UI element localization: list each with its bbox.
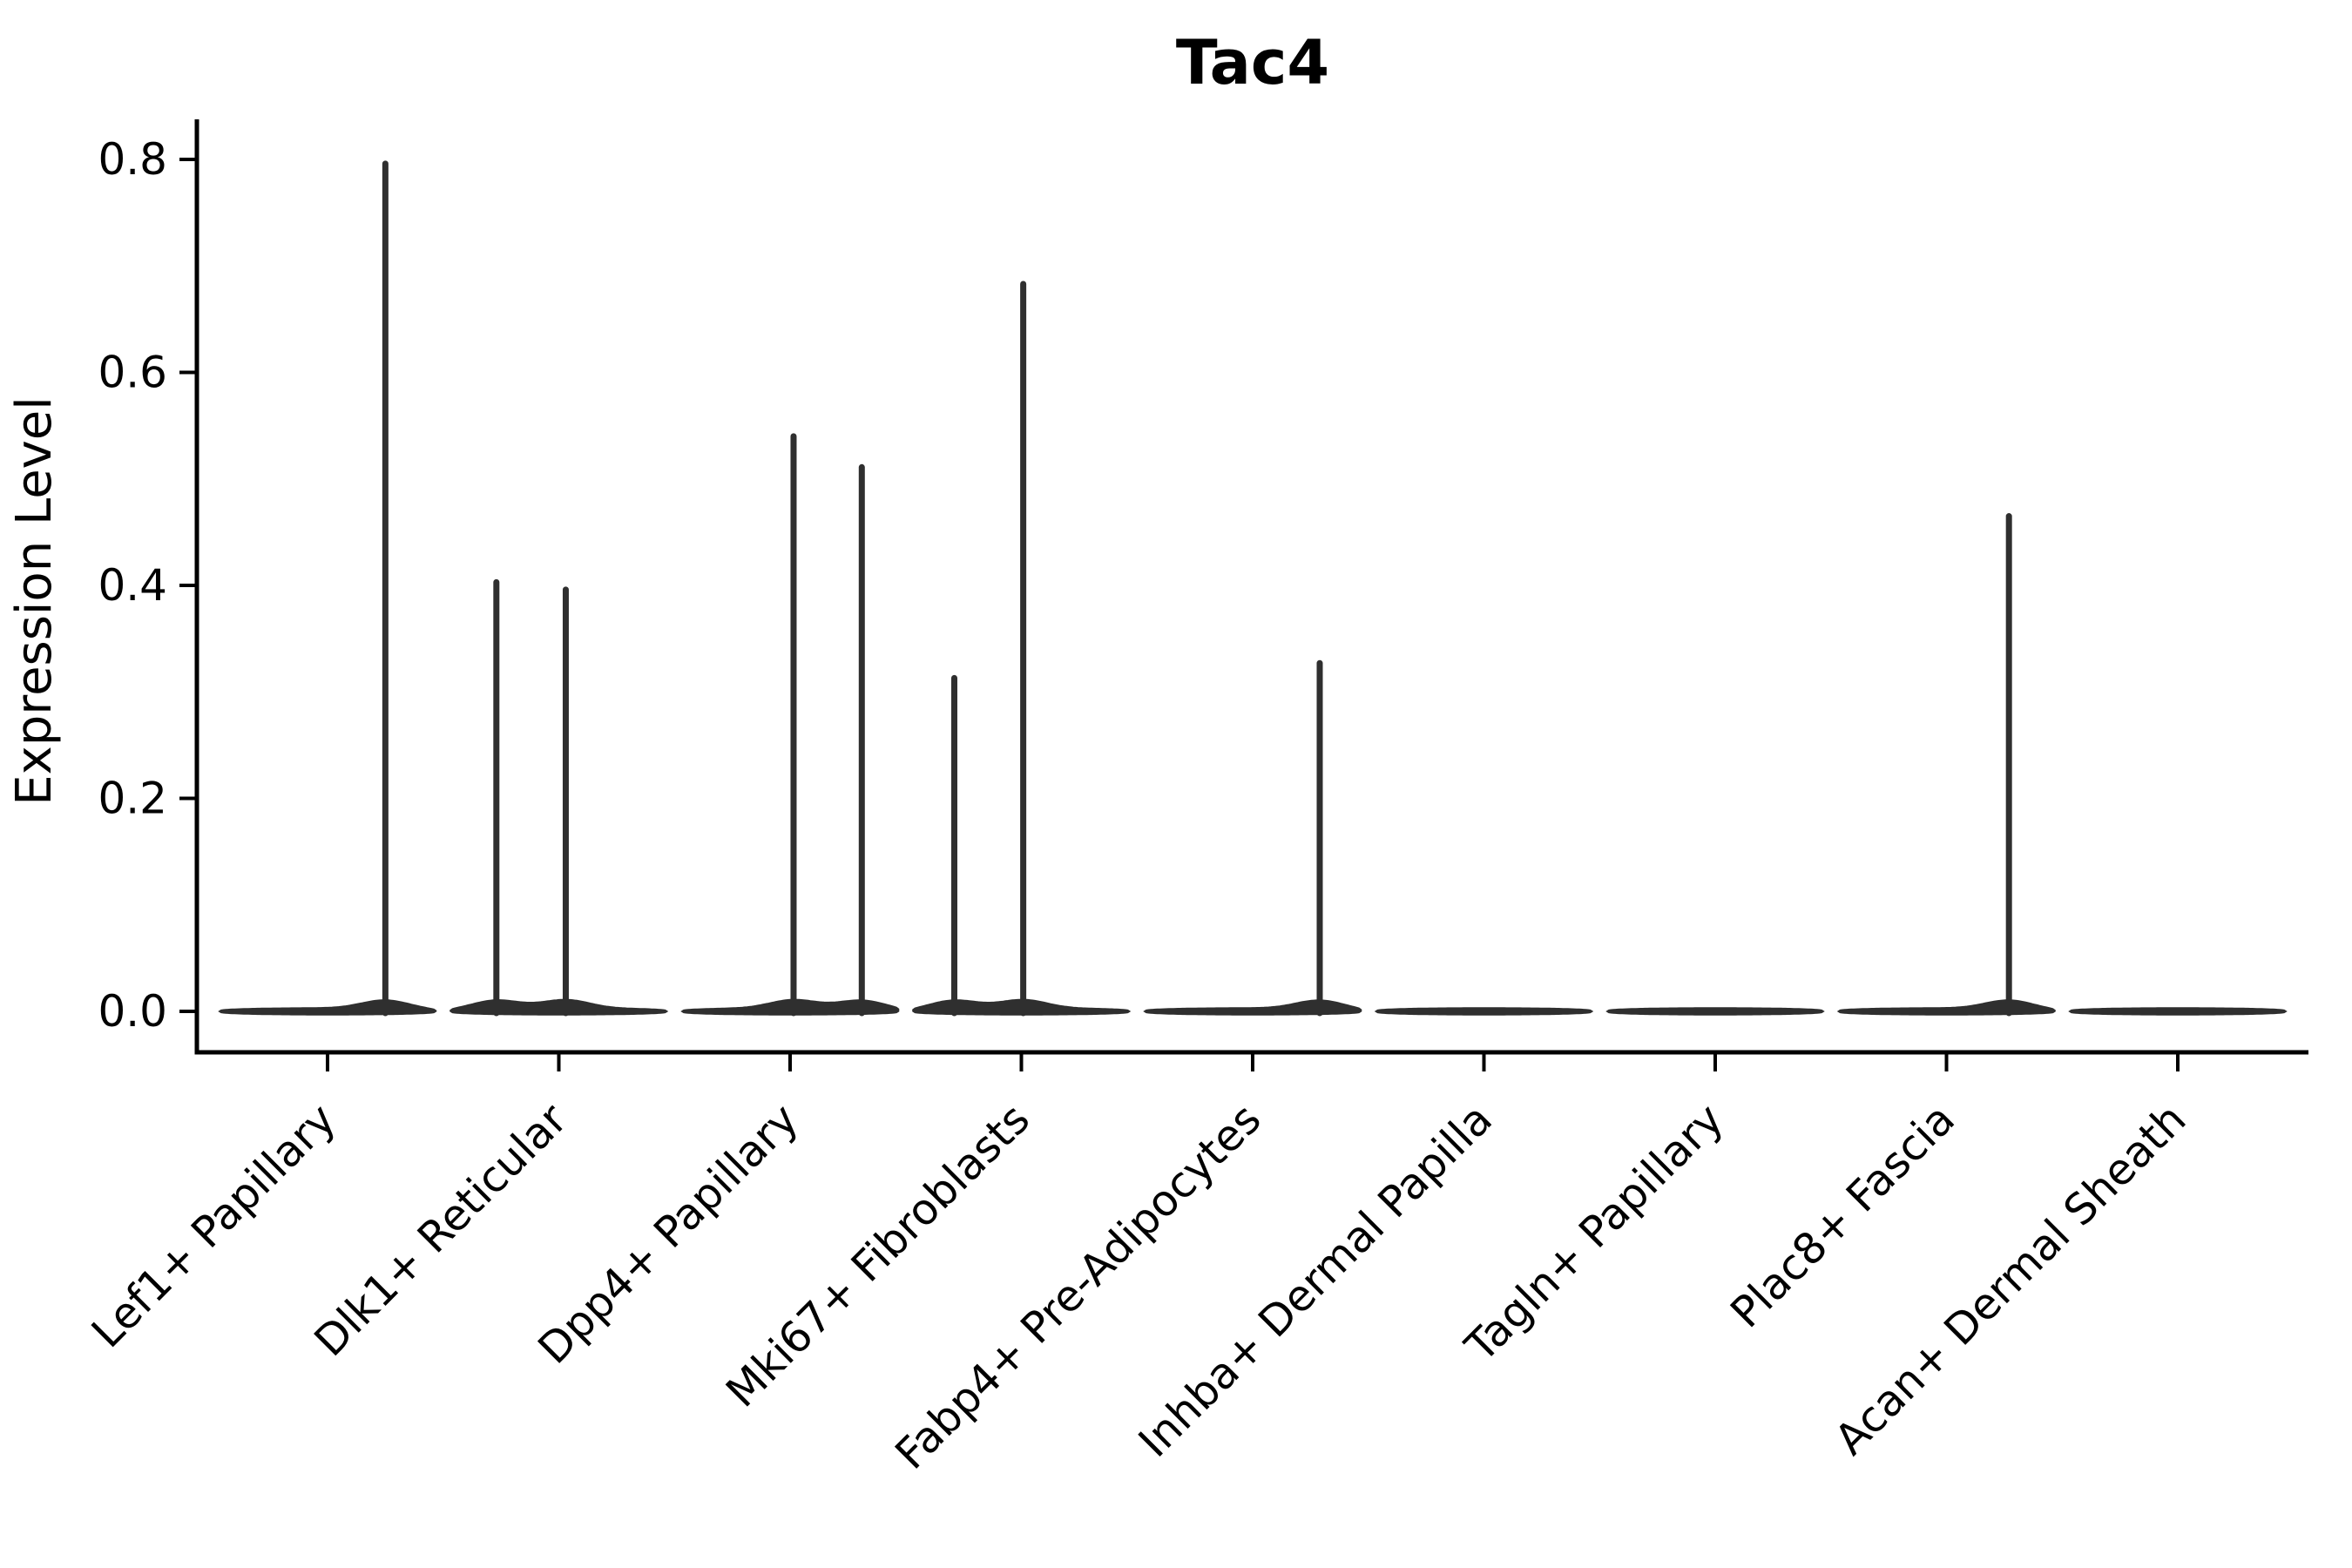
violin-body [680,998,900,1016]
violin-body [912,998,1132,1016]
y-axis-label: Expression Level [6,396,63,806]
x-tick-label: Plac8+ Fascia [1721,1094,1964,1337]
y-tick-label: 0.2 [98,774,167,824]
x-tick-label: Dlk1+ Reticular [305,1094,578,1367]
y-tick-label: 0.4 [98,560,167,611]
violin-body [449,998,669,1016]
x-tick-label: Tagln+ Papillary [1456,1094,1734,1372]
violin-body [218,999,437,1016]
y-tick-label: 0.8 [98,134,167,185]
x-tick-label: Fabp4+ Pre-Adipocytes [886,1094,1271,1479]
violin-body [1374,1007,1594,1016]
chart-title: Tac4 [1176,27,1329,98]
violin-body [2068,1007,2288,1016]
violin-body [1836,999,2056,1016]
violin-body [1605,1007,1825,1016]
x-tick-label: Lef1+ Papillary [82,1094,345,1357]
violin-body [1143,999,1362,1016]
y-tick-label: 0.0 [98,986,167,1037]
y-tick-label: 0.6 [98,348,167,398]
